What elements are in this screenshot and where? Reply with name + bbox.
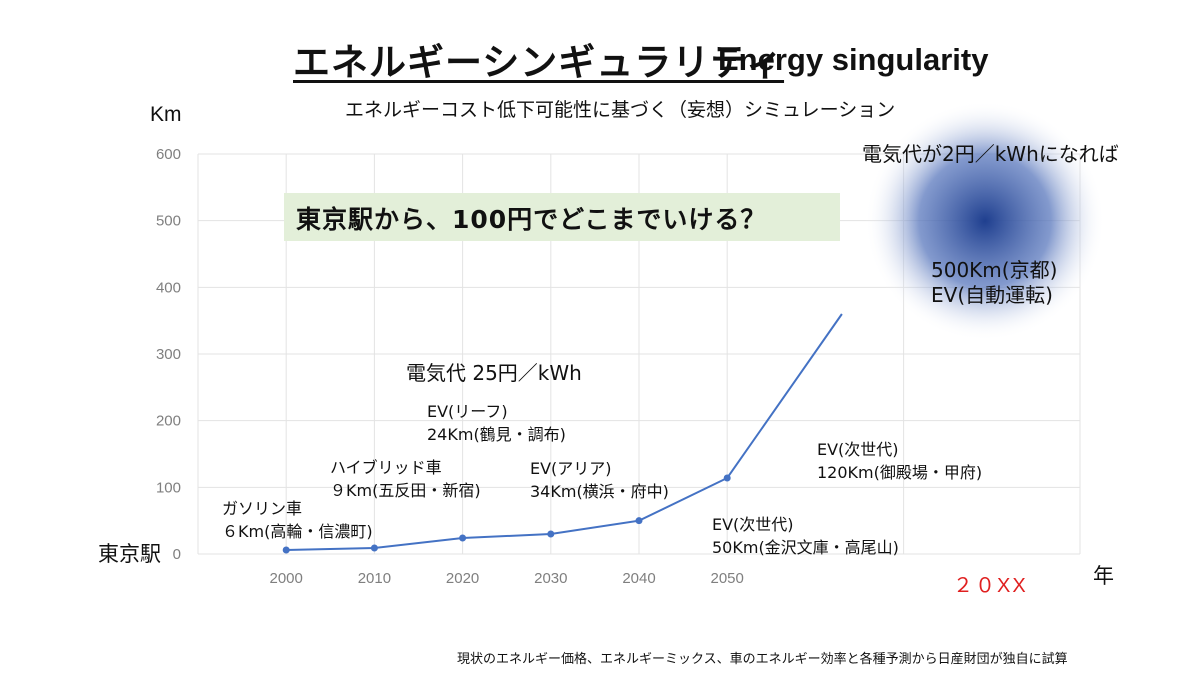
- subtitle: エネルギーコスト低下可能性に基づく（妄想）シミュレーション: [345, 99, 896, 121]
- x-tick-future: ２０XX: [953, 575, 1028, 597]
- annotation-gasoline: ガソリン車 ６Km(高輪・信濃町): [222, 497, 373, 543]
- annotation-line: ９Km(五反田・新宿): [330, 481, 481, 500]
- data-point: [635, 517, 643, 525]
- annotation-autonomous: 500Km(京都) EV(自動運転): [931, 258, 1057, 308]
- x-tick-label: 2050: [711, 570, 744, 587]
- annotation-line: EV(次世代): [817, 440, 899, 459]
- annotation-ariya: EV(アリア) 34Km(横浜・府中): [530, 457, 669, 503]
- title-japanese: エネルギーシンギュラリティ: [293, 41, 785, 84]
- annotation-line: 50Km(金沢文庫・高尾山): [712, 538, 899, 557]
- source-footnote: 現状のエネルギー価格、エネルギーミックス、車のエネルギー効率と各種予測から日産財…: [457, 652, 1068, 667]
- origin-label: 東京駅: [98, 542, 161, 566]
- headline-box: 東京駅から、100円でどこまでいける？: [284, 193, 840, 241]
- future-cost-label: 電気代が2円／kWhになれば: [862, 142, 1119, 166]
- data-point: [282, 546, 290, 554]
- annotation-line: 120Km(御殿場・甲府): [817, 463, 983, 482]
- annotation-next-gen-50km: EV(次世代) 50Km(金沢文庫・高尾山): [712, 513, 899, 559]
- y-tick-label: 400: [156, 279, 181, 296]
- x-axis-unit-label: 年: [1093, 564, 1114, 588]
- x-tick-label: 2030: [534, 570, 567, 587]
- title-english: Energy singularity: [718, 42, 989, 77]
- y-tick-label: 0: [173, 546, 181, 563]
- x-tick-label: 2010: [358, 570, 391, 587]
- annotation-line: ６Km(高輪・信濃町): [222, 522, 373, 541]
- data-point: [547, 530, 555, 538]
- x-tick-label: 2040: [622, 570, 655, 587]
- data-point: [370, 544, 378, 552]
- y-tick-label: 600: [156, 146, 181, 163]
- annotation-line: EV(自動運転): [931, 283, 1053, 307]
- y-tick-label: 500: [156, 213, 181, 230]
- annotation-line: EV(リーフ): [427, 402, 508, 421]
- annotation-leaf: EV(リーフ) 24Km(鶴見・調布): [427, 400, 566, 446]
- annotation-line: 34Km(横浜・府中): [530, 482, 669, 501]
- annotation-line: EV(次世代): [712, 515, 794, 534]
- annotation-line: EV(アリア): [530, 459, 612, 478]
- future-target-glow: [865, 101, 1105, 341]
- x-tick-label: 2020: [446, 570, 479, 587]
- annotation-line: ハイブリッド車: [330, 458, 442, 477]
- headline-text: 東京駅から、100円でどこまでいける？: [296, 205, 767, 234]
- y-tick-label: 300: [156, 346, 181, 363]
- annotation-hybrid: ハイブリッド車 ９Km(五反田・新宿): [330, 456, 481, 502]
- data-point: [723, 474, 731, 482]
- annotation-line: 24Km(鶴見・調布): [427, 425, 566, 444]
- y-axis-unit-label: Km: [150, 103, 182, 126]
- y-tick-label: 100: [156, 479, 181, 496]
- annotation-line: ガソリン車: [222, 499, 303, 518]
- current-cost-label: 電気代 25円／kWh: [406, 361, 582, 385]
- annotation-next-gen-120km: EV(次世代) 120Km(御殿場・甲府): [817, 438, 982, 484]
- x-tick-label: 2000: [270, 570, 303, 587]
- y-tick-label: 200: [156, 413, 181, 430]
- annotation-line: 500Km(京都): [931, 258, 1058, 282]
- data-point: [459, 534, 467, 542]
